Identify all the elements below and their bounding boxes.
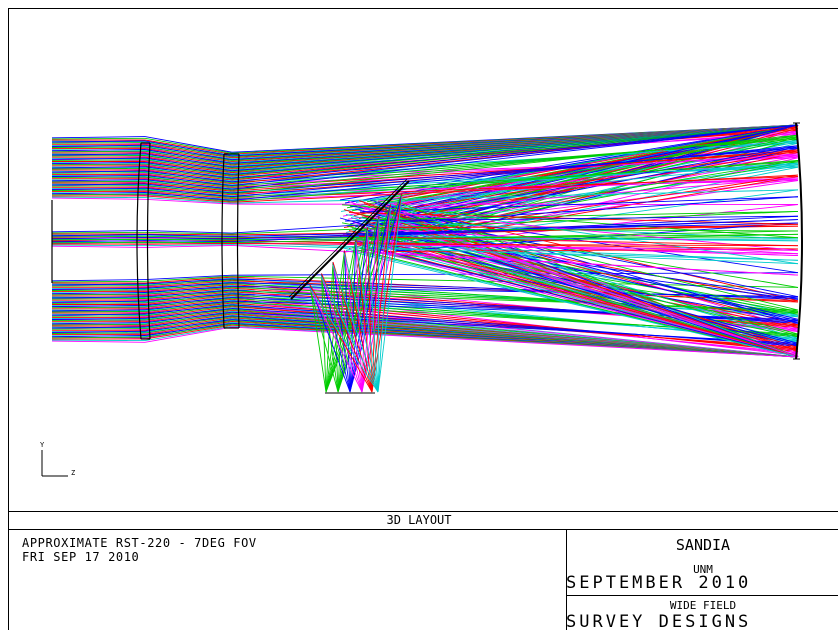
ray-segment: [52, 281, 145, 282]
ray-segment: [52, 236, 145, 237]
ray-traces: [52, 125, 798, 357]
ray-segment: [52, 138, 145, 139]
ray-segment: [52, 246, 145, 247]
ray-segment: [52, 168, 145, 169]
ray-segment: [52, 197, 145, 198]
ray-segment: [52, 173, 145, 174]
ray-segment: [52, 299, 145, 300]
ray-segment: [52, 164, 145, 165]
ray-segment: [52, 198, 145, 199]
coordinate-axes: [42, 450, 68, 476]
project-line-2: SURVEY DESIGNS: [566, 614, 838, 631]
ray-segment: [52, 316, 145, 317]
ray-segment: [52, 137, 145, 138]
ray-segment: [52, 190, 145, 191]
ray-segment: [52, 245, 145, 246]
layout-title: 3D LAYOUT: [0, 514, 838, 526]
ray-segment: [52, 151, 145, 152]
axis-label-y: Y: [40, 442, 44, 449]
project-line-1: WIDE FIELD: [568, 600, 838, 611]
ray-segment: [52, 231, 145, 232]
ray-segment: [52, 194, 145, 195]
ray-segment: [52, 143, 145, 144]
ray-segment: [52, 340, 145, 341]
ray-segment: [52, 286, 145, 287]
ray-segment: [52, 239, 145, 240]
ray-segment: [52, 320, 145, 321]
ray-segment: [52, 242, 145, 243]
ray-segment: [52, 181, 145, 182]
ray-segment: [52, 232, 145, 233]
ray-segment: [52, 160, 145, 161]
ray-segment: [52, 147, 145, 148]
ray-segment: [52, 290, 145, 291]
ray-segment: [52, 186, 145, 187]
ray-segment: [52, 307, 145, 308]
ray-segment: [52, 341, 145, 342]
ray-segment: [52, 294, 145, 295]
ray-segment: [52, 333, 145, 334]
title-block-date: SEPTEMBER 2010: [566, 575, 838, 592]
ray-segment: [52, 177, 145, 178]
ray-segment: [52, 329, 145, 330]
organization-name: SANDIA: [568, 538, 838, 553]
ray-segment: [52, 337, 145, 338]
ray-segment: [52, 311, 145, 312]
ray-segment: [52, 280, 145, 281]
axis-label-z: Z: [71, 470, 75, 477]
description-line-2: FRI SEP 17 2010: [22, 551, 139, 563]
description-line-1: APPROXIMATE RST-220 - 7DEG FOV: [22, 537, 257, 549]
ray-segment: [52, 156, 145, 157]
ray-segment: [52, 303, 145, 304]
ray-segment: [52, 324, 145, 325]
